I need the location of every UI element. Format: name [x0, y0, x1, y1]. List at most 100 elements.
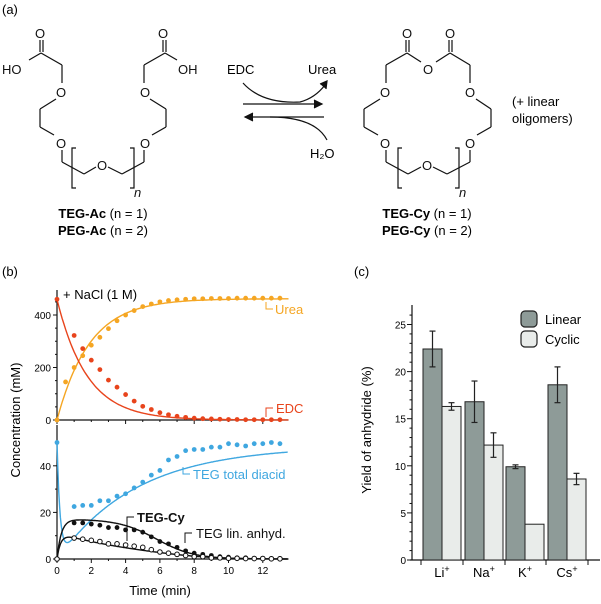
data-point-teg-lin-anhyd: [217, 555, 223, 561]
data-point-teg-total-diacid: [251, 441, 257, 447]
data-point-edc: [80, 346, 86, 351]
data-point-urea: [106, 326, 111, 332]
y-tick-label: 25: [395, 321, 407, 332]
data-point-teg-total-diacid: [208, 444, 214, 450]
kinetics-bottom-plot: 0 20 40 0 2 4 6 8 10 12 TEG total diacid TEG-Cy TEG …: [40, 425, 289, 577]
urea-label-leader: [265, 302, 273, 310]
data-point-teg-total-diacid: [191, 447, 197, 452]
lin-anhyd-label-leader: [184, 532, 192, 543]
x-tick-label: 8: [191, 566, 197, 577]
data-point-teg-total-diacid: [123, 491, 128, 497]
atom-o: O: [158, 26, 168, 41]
bar-linear-k: [505, 466, 526, 561]
data-point-edc: [123, 392, 128, 397]
data-point-edc: [226, 417, 231, 422]
equilibrium-arrows: [242, 80, 328, 141]
data-point-teg-lin-anhyd: [139, 544, 146, 551]
data-point-edc: [131, 398, 137, 404]
category-label-k: K+: [518, 564, 532, 580]
data-point-edc: [234, 417, 240, 422]
edc-label-leader: [265, 407, 273, 417]
data-point-teg-cy: [131, 527, 137, 533]
data-point-edc: [174, 413, 180, 419]
x-tick-label: 0: [54, 566, 60, 577]
legend-label-edc: EDC: [276, 401, 303, 416]
y-tick-label: 0: [45, 555, 51, 566]
panel-a: (a): [2, 2, 573, 238]
data-point-urea: [114, 318, 120, 324]
atom-ho: HO: [2, 62, 22, 77]
data-point-teg-lin-anhyd: [54, 556, 60, 562]
data-point-teg-cy: [114, 525, 120, 530]
data-point-teg-lin-anhyd: [208, 555, 215, 561]
data-point-teg-lin-anhyd: [268, 555, 275, 562]
data-point-urea: [260, 295, 266, 301]
data-point-teg-lin-anhyd: [182, 552, 189, 559]
x-tick-label: 10: [223, 566, 235, 577]
data-point-urea: [200, 296, 206, 302]
data-point-teg-lin-anhyd: [79, 536, 86, 542]
fit-line-edc: [56, 299, 289, 421]
legend-label-teg-total-diacid: TEG total diacid: [193, 467, 286, 482]
data-point-teg-lin-anhyd: [122, 542, 129, 548]
y-tick-label: 10: [395, 462, 407, 473]
data-point-teg-lin-anhyd: [260, 555, 266, 562]
legend-label-teg-lin-anhyd: TEG lin. anhyd.: [196, 526, 286, 541]
fit-line-urea: [56, 298, 289, 421]
data-point-teg-cy: [174, 544, 180, 550]
data-point-edc: [208, 416, 214, 422]
atom-o: O: [140, 85, 150, 100]
data-point-teg-total-diacid: [71, 504, 77, 509]
data-point-teg-total-diacid: [54, 440, 60, 445]
diacid-label-leader: [182, 467, 190, 475]
data-point-teg-cy: [140, 529, 146, 535]
y-tick-label: 20: [40, 508, 52, 519]
data-point-teg-total-diacid: [217, 444, 223, 450]
data-point-edc: [200, 416, 206, 422]
data-point-teg-lin-anhyd: [88, 537, 95, 544]
data-point-urea: [226, 296, 231, 301]
data-point-edc: [106, 377, 111, 383]
y-tick-label: 5: [400, 509, 406, 520]
data-point-teg-cy: [97, 522, 103, 528]
data-point-urea: [251, 295, 257, 301]
data-point-teg-lin-anhyd: [114, 541, 120, 547]
data-point-teg-total-diacid: [226, 441, 231, 447]
data-point-urea: [166, 298, 171, 303]
atom-o: O: [445, 26, 455, 41]
atom-o: O: [35, 26, 45, 41]
data-point-teg-lin-anhyd: [242, 555, 249, 562]
linear-oligomers-note-2: oligomers): [512, 111, 573, 126]
data-point-teg-total-diacid: [260, 441, 266, 447]
legend-label-linear: Linear: [545, 312, 582, 327]
right-compound-name-2: PEG-Cy (n = 2): [382, 223, 472, 238]
data-point-teg-total-diacid: [140, 479, 146, 485]
data-point-teg-total-diacid: [200, 447, 206, 452]
data-point-edc: [148, 407, 154, 412]
panel-c: (c) 0 5 10 15 20 25 Li+ Na+ K+ Cs+ Linear Cyclic Yi…: [354, 264, 600, 580]
linear-oligomers-note-1: (+ linear: [512, 94, 560, 109]
data-point-teg-total-diacid: [174, 454, 180, 459]
teg-cy-label-leader: [126, 516, 134, 541]
y-tick-label: 400: [34, 311, 51, 322]
data-point-urea: [217, 296, 223, 301]
reagent-edc: EDC: [227, 62, 254, 77]
data-point-edc: [183, 414, 189, 420]
y-tick-label: 0: [45, 416, 51, 427]
legend-swatch-cyclic: [520, 330, 538, 348]
atom-o: O: [422, 158, 432, 173]
atom-o: O: [423, 62, 433, 77]
data-point-edc: [114, 384, 120, 390]
edc-in-curve: [242, 82, 326, 103]
data-point-urea: [54, 417, 60, 423]
bar-cyclic-li: [441, 405, 462, 561]
data-point-teg-total-diacid: [243, 443, 249, 449]
data-point-urea: [140, 304, 146, 309]
data-point-teg-cy: [166, 541, 171, 547]
data-point-teg-total-diacid: [148, 472, 154, 478]
legend-label-cyclic: Cyclic: [545, 332, 580, 347]
data-point-edc: [251, 417, 257, 423]
panel-a-label: (a): [2, 2, 18, 17]
bar-cyclic-k: [524, 523, 545, 561]
